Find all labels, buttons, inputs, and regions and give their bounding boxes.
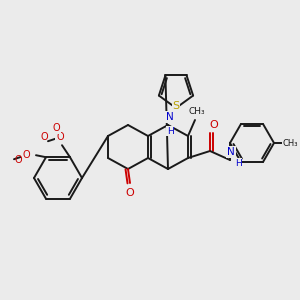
Text: S: S: [172, 101, 180, 111]
Text: CH₃: CH₃: [282, 139, 298, 148]
Text: H: H: [167, 127, 173, 136]
Text: O: O: [210, 120, 218, 130]
Text: O: O: [40, 132, 48, 142]
Text: O: O: [22, 150, 30, 160]
Text: O: O: [126, 188, 134, 198]
Text: O: O: [14, 155, 22, 165]
Text: N: N: [227, 147, 235, 157]
Text: O: O: [56, 132, 64, 142]
Text: H: H: [235, 158, 242, 167]
Text: CH₃: CH₃: [189, 107, 205, 116]
Text: N: N: [166, 112, 174, 122]
Text: O: O: [52, 123, 60, 133]
